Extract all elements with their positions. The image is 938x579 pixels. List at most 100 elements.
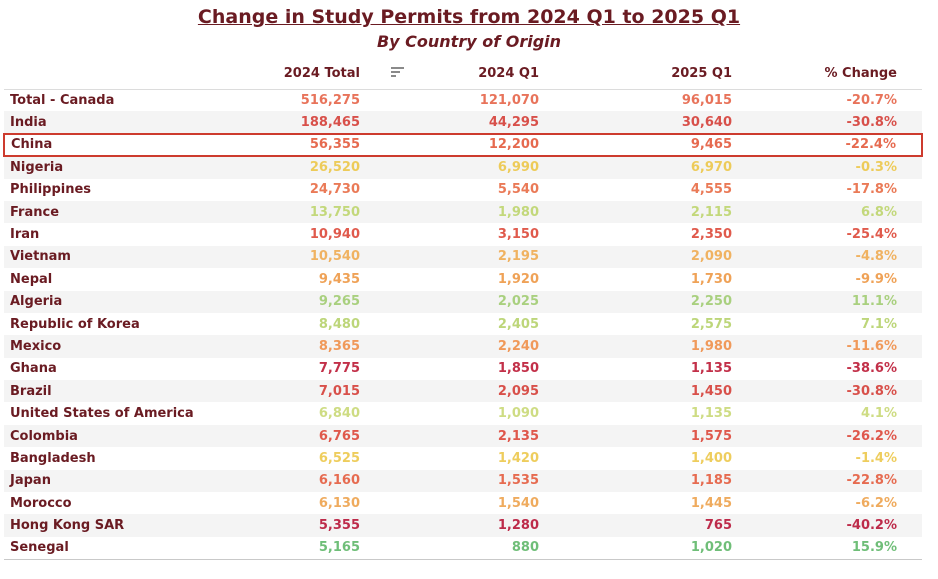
study-permits-table: 2024 Total 2024 Q1 2025 Q1 % Change Tota… xyxy=(3,58,923,560)
pct-change-cell: -20.7% xyxy=(846,92,898,108)
col-header-2024-q1[interactable]: 2024 Q1 xyxy=(436,58,539,90)
q1-2024-cell: 1,535 xyxy=(497,473,539,489)
pct-change-cell: -0.3% xyxy=(855,160,897,176)
country-cell: Total - Canada xyxy=(10,92,115,108)
table-row: Nigeria 26,520 6,990 6,970 -0.3% xyxy=(4,156,922,179)
country-cell: Brazil xyxy=(10,383,52,399)
total-2024-cell: 5,355 xyxy=(318,518,360,534)
pct-change-cell: 11.1% xyxy=(851,294,897,310)
total-2024-cell: 56,355 xyxy=(240,132,360,158)
total-2024-cell: 9,265 xyxy=(318,294,360,310)
q1-2024-cell: 1,920 xyxy=(497,271,539,287)
q1-2025-cell: 96,015 xyxy=(681,92,732,108)
country-cell: Republic of Korea xyxy=(10,316,140,332)
page-title: Change in Study Permits from 2024 Q1 to … xyxy=(197,6,741,28)
spacer-cell xyxy=(360,201,436,223)
q1-2025-cell: 2,575 xyxy=(690,316,732,332)
q1-2025-cell: 2,090 xyxy=(690,249,732,265)
country-cell: Hong Kong SAR xyxy=(10,518,125,534)
q1-2025-cell: 2,250 xyxy=(690,294,732,310)
total-2024-cell: 8,365 xyxy=(318,338,360,354)
q1-2024-cell: 2,240 xyxy=(497,338,539,354)
spacer-cell xyxy=(360,492,436,514)
spacer-cell xyxy=(360,313,436,335)
total-2024-cell: 188,465 xyxy=(300,114,360,130)
q1-2025-cell: 1,185 xyxy=(690,473,732,489)
spacer-cell xyxy=(360,179,436,201)
spacer-cell xyxy=(360,536,436,560)
q1-2025-cell: 1,400 xyxy=(690,450,732,466)
spacer-cell xyxy=(360,132,436,158)
table-header-row: 2024 Total 2024 Q1 2025 Q1 % Change xyxy=(4,58,922,90)
table-row: Hong Kong SAR 5,355 1,280 765 -40.2% xyxy=(4,514,922,537)
table-row: Republic of Korea 8,480 2,405 2,575 7.1% xyxy=(4,313,922,335)
q1-2025-cell: 1,980 xyxy=(690,338,732,354)
table-row: China 56,355 12,200 9,465 -22.4% xyxy=(3,132,923,158)
total-2024-cell: 9,435 xyxy=(318,271,360,287)
total-2024-cell: 7,015 xyxy=(318,383,360,399)
q1-2024-cell: 44,295 xyxy=(488,114,539,130)
q1-2025-cell: 9,465 xyxy=(539,132,732,158)
table-row: Algeria 9,265 2,025 2,250 11.1% xyxy=(4,290,922,313)
q1-2024-cell: 12,200 xyxy=(436,132,539,158)
pct-change-cell: -30.8% xyxy=(846,114,898,130)
q1-2025-cell: 1,135 xyxy=(690,361,732,377)
sort-descending-icon[interactable] xyxy=(391,67,405,79)
q1-2024-cell: 2,135 xyxy=(497,428,539,444)
spacer-cell xyxy=(360,89,436,111)
total-2024-cell: 24,730 xyxy=(309,182,360,198)
q1-2025-cell: 6,970 xyxy=(690,160,732,176)
page-subtitle: By Country of Origin xyxy=(376,32,562,51)
col-header-2025-q1[interactable]: 2025 Q1 xyxy=(539,58,732,90)
table-row: Vietnam 10,540 2,195 2,090 -4.8% xyxy=(4,245,922,269)
spacer-cell xyxy=(360,402,436,424)
pct-change-cell: -22.8% xyxy=(846,473,898,489)
pct-change-cell: -6.2% xyxy=(855,495,897,511)
total-2024-cell: 516,275 xyxy=(300,92,360,108)
q1-2024-cell: 1,540 xyxy=(497,495,539,511)
spacer-cell xyxy=(360,335,436,357)
country-cell: United States of America xyxy=(10,406,194,422)
total-2024-cell: 6,160 xyxy=(318,473,360,489)
col-header-2024-total[interactable]: 2024 Total xyxy=(240,58,360,90)
pct-change-cell: -22.4% xyxy=(732,132,923,158)
total-2024-cell: 13,750 xyxy=(309,204,360,220)
q1-2024-cell: 1,280 xyxy=(497,518,539,534)
pct-change-cell: -17.8% xyxy=(846,182,898,198)
total-2024-cell: 5,165 xyxy=(240,536,360,560)
q1-2024-cell: 2,405 xyxy=(497,316,539,332)
country-cell: Bangladesh xyxy=(10,450,96,466)
pct-change-cell: 15.9% xyxy=(732,536,922,560)
q1-2025-cell: 1,135 xyxy=(690,406,732,422)
country-cell: Morocco xyxy=(10,495,72,511)
spacer-cell xyxy=(360,246,436,268)
pct-change-cell: -30.8% xyxy=(846,383,898,399)
spacer-cell xyxy=(360,425,436,447)
table-row: Senegal 5,165 880 1,020 15.9% xyxy=(4,536,922,560)
q1-2025-cell: 1,575 xyxy=(690,428,732,444)
col-header-sort-indicator[interactable] xyxy=(360,58,436,90)
col-header-pct-change[interactable]: % Change xyxy=(732,58,922,90)
table-row: India 188,465 44,295 30,640 -30.8% xyxy=(4,111,922,134)
q1-2025-cell: 765 xyxy=(704,518,732,534)
col-header-country[interactable] xyxy=(4,58,240,90)
pct-change-cell: -11.6% xyxy=(846,338,898,354)
pct-change-cell: 4.1% xyxy=(860,406,897,422)
q1-2025-cell: 1,450 xyxy=(690,383,732,399)
table-row: Iran 10,940 3,150 2,350 -25.4% xyxy=(4,223,922,245)
pct-change-cell: -4.8% xyxy=(855,249,897,265)
total-2024-cell: 6,525 xyxy=(318,450,360,466)
spacer-cell xyxy=(360,291,436,313)
pct-change-cell: -25.4% xyxy=(846,227,898,243)
country-cell: Vietnam xyxy=(10,249,71,265)
table-row: Morocco 6,130 1,540 1,445 -6.2% xyxy=(4,492,922,514)
q1-2024-cell: 5,540 xyxy=(497,182,539,198)
q1-2024-cell: 3,150 xyxy=(497,227,539,243)
country-cell: Philippines xyxy=(10,182,92,198)
spacer-cell xyxy=(360,380,436,402)
q1-2025-cell: 1,730 xyxy=(690,271,732,287)
total-2024-cell: 10,940 xyxy=(309,227,360,243)
country-cell: Ghana xyxy=(10,361,57,377)
q1-2025-cell: 2,115 xyxy=(690,204,732,220)
total-2024-cell: 7,775 xyxy=(318,361,360,377)
